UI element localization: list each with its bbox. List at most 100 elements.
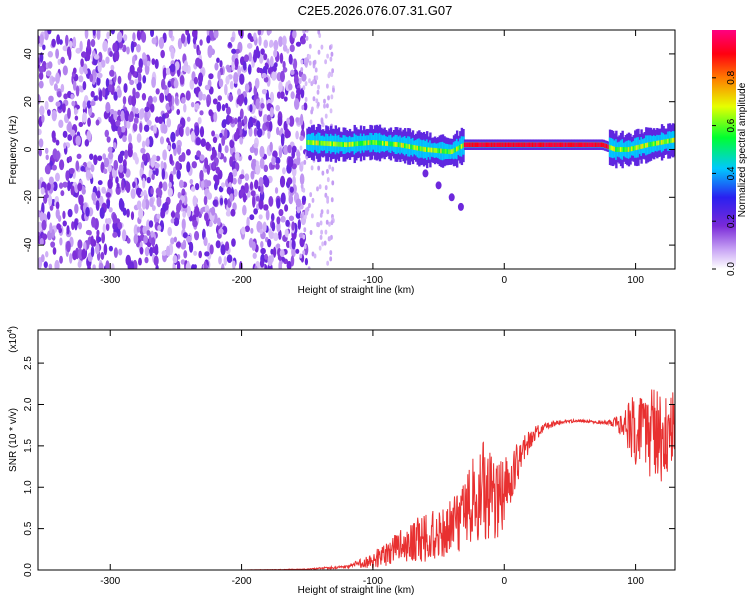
heatmap-noise-cell	[172, 166, 177, 175]
heatmap-noise-cell	[303, 102, 308, 111]
heatmap-noise-cell	[105, 101, 111, 114]
heatmap-noise-cell	[170, 218, 175, 224]
heatmap-noise-cell	[263, 39, 269, 49]
heatmap-noise-cell	[308, 54, 312, 60]
heatmap-trace-core	[553, 142, 557, 148]
heatmap-noise-cell	[98, 262, 104, 269]
heatmap-trace-core	[638, 144, 642, 150]
heatmap-noise-cell	[51, 130, 56, 140]
heatmap-trace-core	[336, 141, 339, 147]
heatmap-noise-cell	[231, 238, 236, 247]
colorbar-label: Normalized spectral amplitude	[737, 82, 748, 217]
heatmap-noise-cell	[175, 160, 181, 171]
heatmap-noise-cell	[299, 135, 304, 142]
heatmap-noise-cell	[270, 248, 274, 255]
heatmap-noise-cell	[162, 203, 166, 212]
heatmap-noise-cell	[154, 58, 159, 69]
heatmap-noise-cell	[82, 63, 88, 73]
heatmap-noise-cell	[285, 130, 291, 138]
heatmap-trace-core	[591, 142, 594, 148]
heatmap-branch-cell	[448, 193, 455, 202]
heatmap-noise-cell	[60, 190, 65, 197]
heatmap-trace-core	[487, 142, 490, 148]
heatmap-noise-cell	[291, 239, 296, 250]
heatmap-noise-cell	[227, 42, 232, 48]
heatmap-trace-core	[426, 147, 429, 153]
heatmap-noise-cell	[274, 187, 279, 194]
heatmap-noise-cell	[70, 93, 75, 100]
heatmap-noise-cell	[161, 250, 167, 256]
heatmap-noise-cell	[87, 117, 91, 127]
heatmap-noise-cell	[142, 75, 147, 84]
heatmap-noise-cell	[317, 30, 321, 35]
heatmap-noise-cell	[169, 173, 174, 183]
heatmap-noise-cell	[228, 94, 234, 102]
heatmap-noise-cell	[276, 91, 282, 99]
heatmap-ytick-label: 20	[23, 96, 34, 108]
heatmap-marks	[38, 30, 675, 269]
heatmap-noise-cell	[276, 221, 281, 233]
heatmap-noise-cell	[44, 100, 49, 111]
heatmap-noise-cell	[226, 66, 232, 73]
heatmap-noise-cell	[285, 219, 290, 227]
heatmap-trace-core	[624, 147, 628, 152]
heatmap-noise-cell	[204, 157, 209, 169]
heatmap-noise-cell	[46, 182, 51, 191]
heatmap-noise-cell	[283, 144, 289, 155]
heatmap-noise-cell	[319, 234, 323, 240]
heatmap-trace-core	[328, 141, 331, 147]
heatmap-noise-cell	[196, 150, 202, 157]
heatmap-noise-cell	[303, 243, 307, 249]
heatmap-noise-cell	[48, 263, 53, 269]
heatmap-noise-cell	[90, 90, 95, 98]
heatmap-trace-core	[374, 140, 377, 145]
heatmap-trace-core	[414, 145, 418, 151]
heatmap-noise-cell	[156, 213, 161, 219]
heatmap-noise-cell	[39, 34, 44, 46]
heatmap-trace-core	[427, 147, 431, 153]
heatmap-trace-core	[664, 139, 667, 145]
heatmap-noise-cell	[218, 228, 224, 235]
heatmap-trace-core	[459, 144, 462, 150]
heatmap-noise-cell	[268, 196, 274, 207]
heatmap-noise-cell	[320, 209, 324, 215]
heatmap-trace-core	[471, 142, 475, 148]
heatmap-noise-cell	[53, 83, 58, 91]
heatmap-noise-cell	[289, 186, 294, 193]
heatmap-noise-cell	[218, 256, 222, 265]
heatmap-noise-cell	[284, 204, 289, 212]
heatmap-noise-cell	[39, 211, 45, 222]
heatmap-noise-cell	[291, 166, 297, 177]
heatmap-noise-cell	[326, 260, 330, 266]
heatmap-noise-cell	[92, 264, 96, 269]
heatmap-noise-cell	[38, 57, 41, 66]
heatmap-noise-cell	[106, 31, 110, 40]
heatmap-noise-cell	[295, 130, 299, 140]
heatmap-noise-cell	[118, 198, 124, 211]
heatmap-noise-cell	[171, 104, 175, 111]
heatmap-trace-core	[536, 142, 539, 148]
heatmap-noise-cell	[162, 67, 167, 80]
heatmap-noise-cell	[174, 95, 179, 105]
heatmap-noise-cell	[123, 163, 127, 174]
heatmap-noise-cell	[243, 115, 248, 125]
heatmap-noise-cell	[90, 101, 96, 107]
heatmap-noise-cell	[224, 127, 228, 140]
heatmap-noise-cell	[76, 153, 82, 159]
heatmap-trace-core	[359, 141, 363, 146]
heatmap-noise-cell	[189, 79, 195, 90]
heatmap-noise-cell	[72, 36, 77, 49]
heatmap-noise-cell	[130, 211, 135, 221]
heatmap-noise-cell	[140, 107, 145, 119]
heatmap-noise-cell	[310, 165, 314, 171]
heatmap-noise-cell	[296, 87, 302, 96]
heatmap-noise-cell	[319, 220, 323, 226]
heatmap-noise-cell	[286, 177, 293, 185]
heatmap-noise-cell	[74, 115, 79, 121]
heatmap-trace-core	[410, 144, 413, 150]
heatmap-noise-cell	[48, 95, 54, 103]
heatmap-noise-cell	[97, 155, 103, 162]
heatmap-noise-cell	[253, 127, 258, 137]
heatmap-noise-cell	[255, 98, 260, 110]
heatmap-noise-cell	[198, 250, 203, 259]
